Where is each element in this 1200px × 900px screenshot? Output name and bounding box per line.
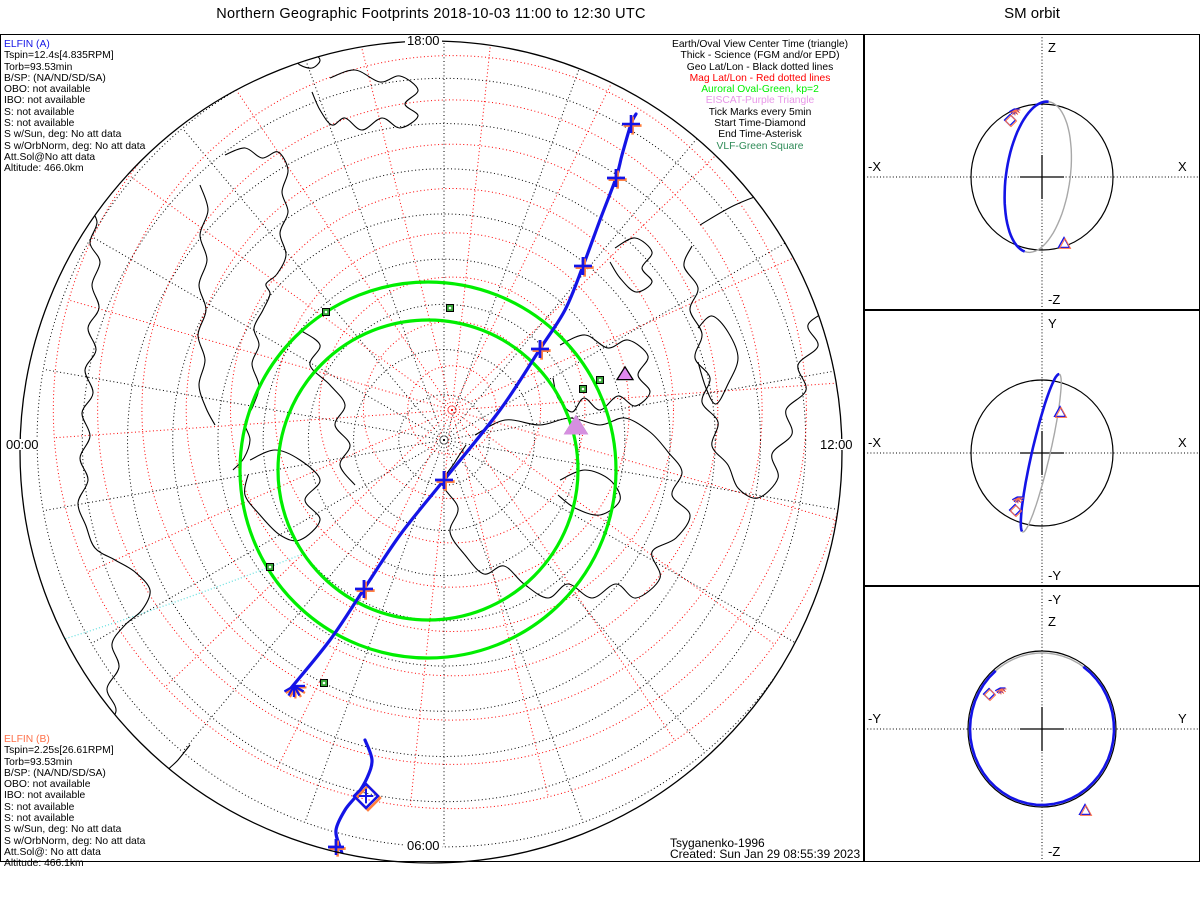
svg-text:Z: Z xyxy=(1048,614,1056,629)
svg-text:-Y: -Y xyxy=(868,711,881,726)
svg-text:-Z: -Z xyxy=(1048,292,1060,307)
svg-text:-Y: -Y xyxy=(1048,568,1061,583)
svg-text:X: X xyxy=(1178,159,1187,174)
svg-text:X: X xyxy=(1178,435,1187,450)
svg-text:Z: Z xyxy=(1048,40,1056,55)
svg-text:-X: -X xyxy=(868,435,881,450)
svg-text:-Z: -Z xyxy=(1048,844,1060,859)
svg-text:Y: Y xyxy=(1178,711,1187,726)
svg-text:-X: -X xyxy=(868,159,881,174)
svg-text:-Y: -Y xyxy=(1048,592,1061,607)
svg-text:Y: Y xyxy=(1048,316,1057,331)
